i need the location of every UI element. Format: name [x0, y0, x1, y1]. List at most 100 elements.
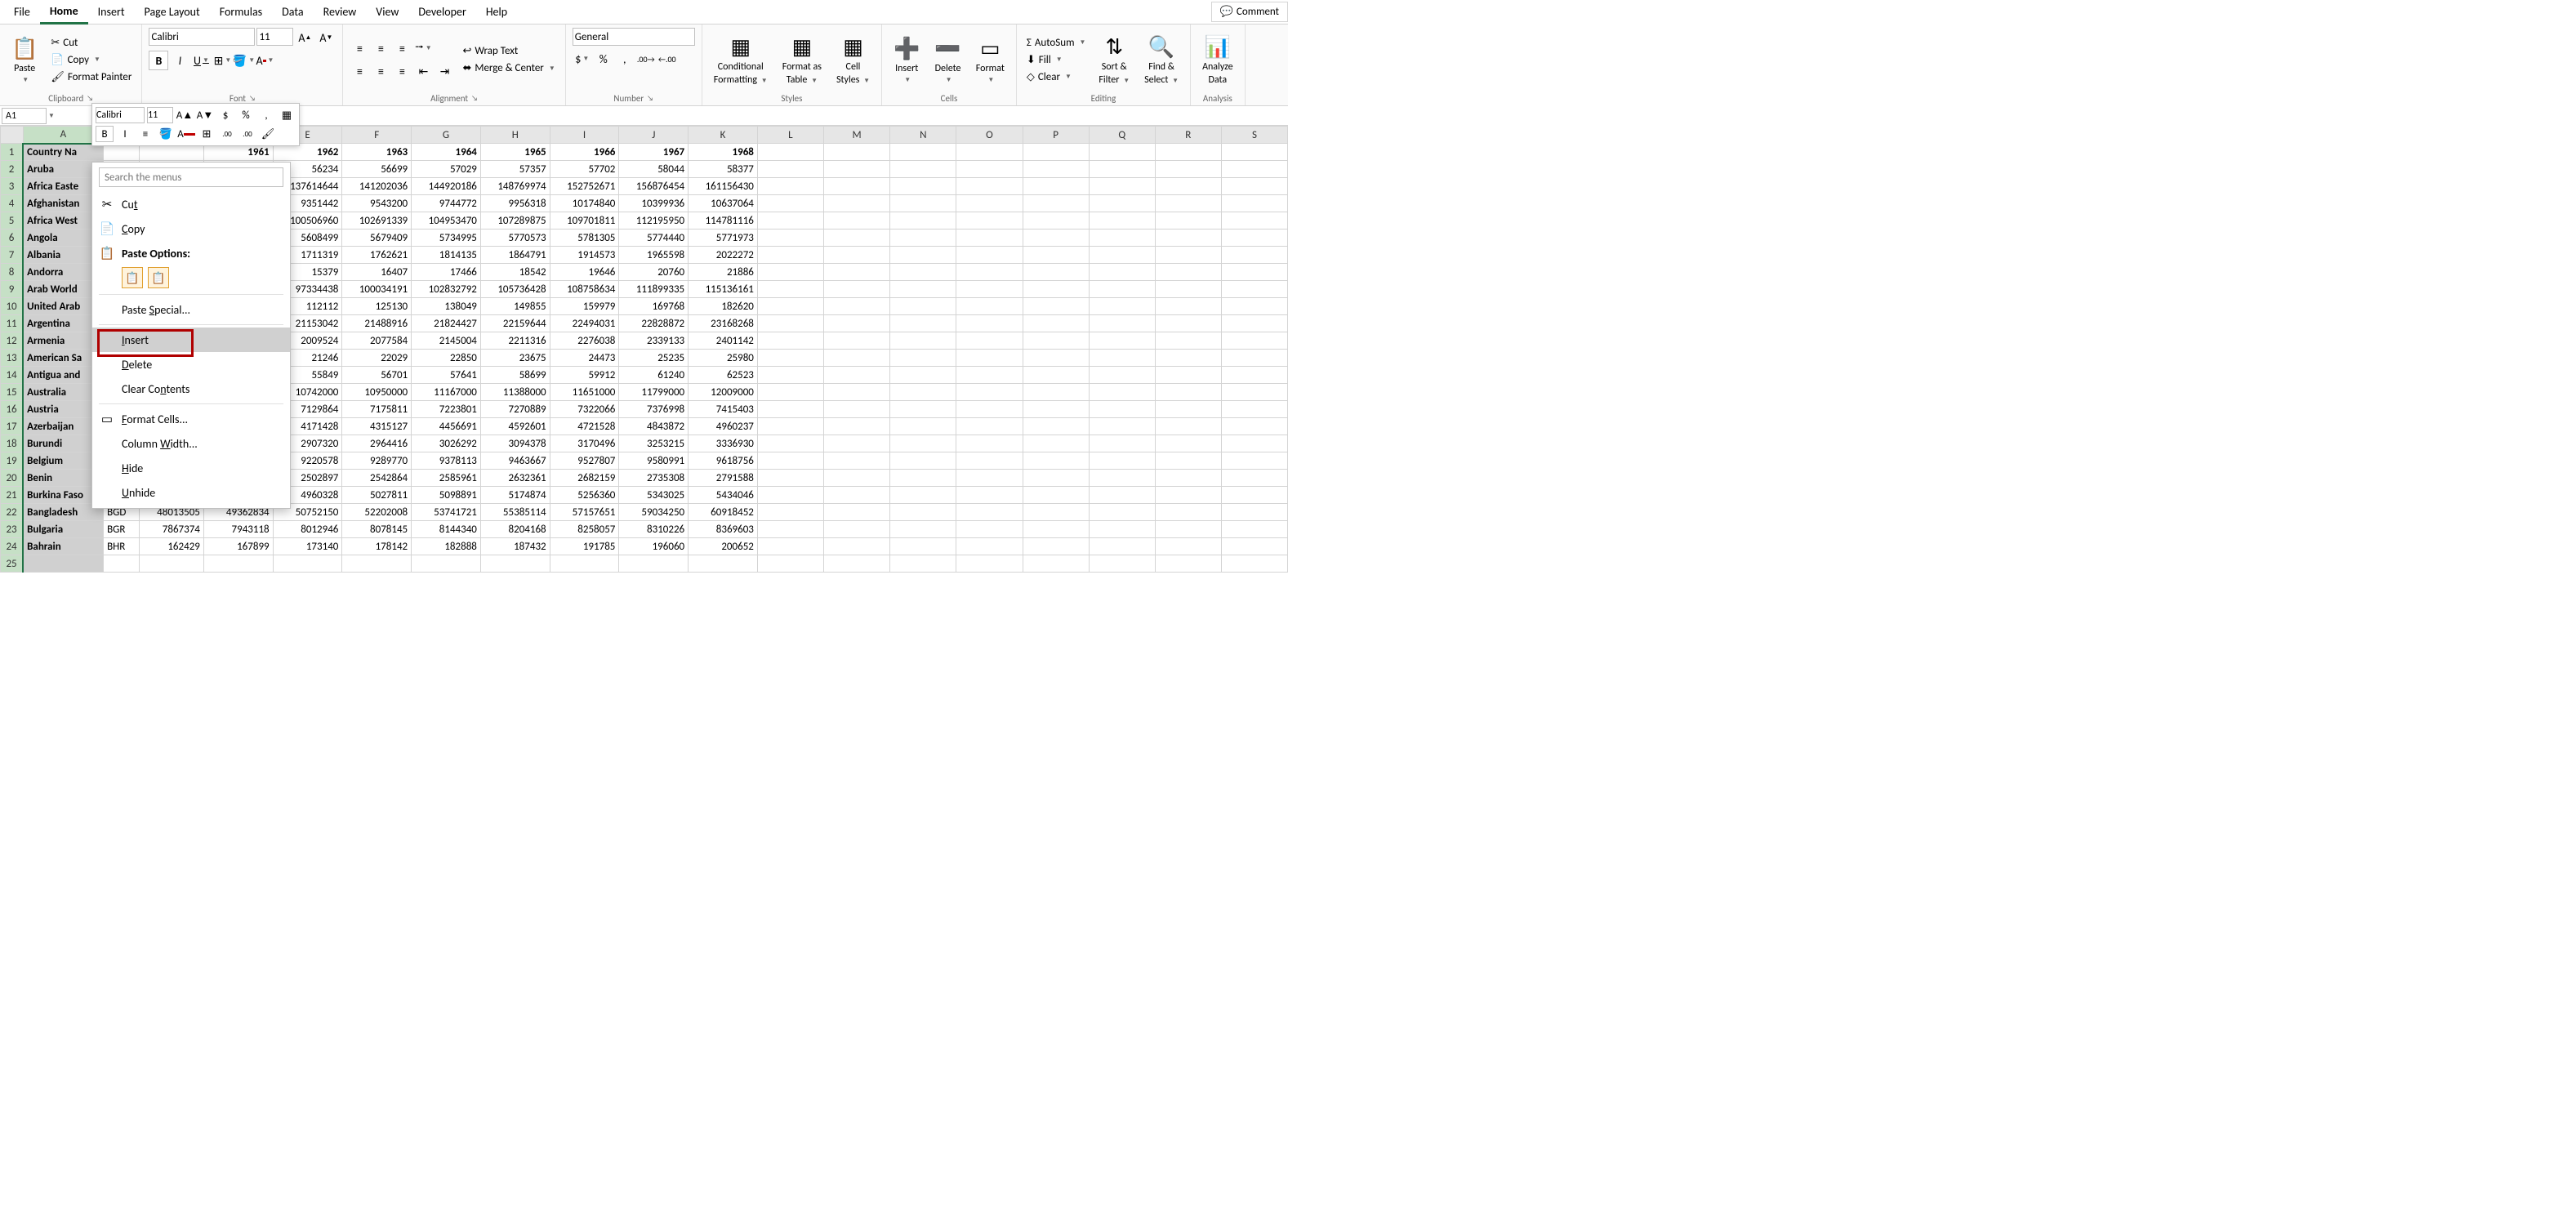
- cell-J20[interactable]: 2735308: [619, 470, 689, 487]
- context-search-input[interactable]: [99, 167, 283, 187]
- cell-R7[interactable]: [1155, 247, 1221, 264]
- cell-H4[interactable]: 9956318: [480, 195, 550, 212]
- cell-M19[interactable]: [823, 452, 889, 470]
- cell-J16[interactable]: 7376998: [619, 401, 689, 418]
- cell-O11[interactable]: [956, 315, 1023, 332]
- cell-P22[interactable]: [1023, 504, 1089, 521]
- cell-A24[interactable]: Bahrain: [23, 538, 103, 555]
- row-header-14[interactable]: 14: [1, 367, 24, 384]
- row-header-12[interactable]: 12: [1, 332, 24, 350]
- cell-I20[interactable]: 2682159: [550, 470, 619, 487]
- ctx-clear-contents[interactable]: Clear Contents: [92, 377, 290, 401]
- align-right-button[interactable]: ≡: [392, 61, 412, 81]
- tab-review[interactable]: Review: [314, 1, 367, 23]
- percent-button[interactable]: %: [594, 49, 613, 69]
- cell-R21[interactable]: [1155, 487, 1221, 504]
- comment-button[interactable]: 💬 Comment: [1211, 2, 1288, 22]
- grow-font-button[interactable]: A▲: [295, 28, 314, 47]
- tab-formulas[interactable]: Formulas: [210, 1, 272, 23]
- clear-button[interactable]: ◇Clear▼: [1023, 69, 1090, 85]
- borders-button[interactable]: ⊞▼: [212, 51, 232, 70]
- copy-button[interactable]: 📄Copy▼: [47, 52, 135, 68]
- cell-L18[interactable]: [757, 435, 823, 452]
- row-header-11[interactable]: 11: [1, 315, 24, 332]
- format-cells-button[interactable]: ▭Format▼: [971, 32, 1009, 87]
- cell-L10[interactable]: [757, 298, 823, 315]
- increase-decimal-button[interactable]: .00→: [636, 49, 656, 69]
- fill-color-button[interactable]: 🪣▼: [234, 51, 253, 70]
- cell-N6[interactable]: [890, 230, 956, 247]
- ctx-copy[interactable]: 📄Copy: [92, 216, 290, 241]
- cell-J10[interactable]: 169768: [619, 298, 689, 315]
- mini-font-color[interactable]: A: [177, 126, 195, 142]
- cell-H10[interactable]: 149855: [480, 298, 550, 315]
- cell-L15[interactable]: [757, 384, 823, 401]
- cell-J7[interactable]: 1965598: [619, 247, 689, 264]
- cell-N24[interactable]: [890, 538, 956, 555]
- cell-Q4[interactable]: [1089, 195, 1155, 212]
- col-header-R[interactable]: R: [1155, 127, 1221, 144]
- col-header-I[interactable]: I: [550, 127, 619, 144]
- cell-P14[interactable]: [1023, 367, 1089, 384]
- increase-indent-button[interactable]: ⇥: [435, 61, 454, 81]
- cell-S20[interactable]: [1221, 470, 1287, 487]
- align-bottom-button[interactable]: ≡: [392, 38, 412, 58]
- row-header-18[interactable]: 18: [1, 435, 24, 452]
- format-as-table-button[interactable]: ▦Format asTable ▼: [778, 30, 827, 89]
- cell-F18[interactable]: 2964416: [342, 435, 412, 452]
- row-header-7[interactable]: 7: [1, 247, 24, 264]
- cell-P19[interactable]: [1023, 452, 1089, 470]
- cell-P16[interactable]: [1023, 401, 1089, 418]
- cell-S16[interactable]: [1221, 401, 1287, 418]
- cell-N10[interactable]: [890, 298, 956, 315]
- cell-D25[interactable]: [203, 555, 273, 573]
- cell-O20[interactable]: [956, 470, 1023, 487]
- cell-J25[interactable]: [619, 555, 689, 573]
- cell-L14[interactable]: [757, 367, 823, 384]
- cell-N17[interactable]: [890, 418, 956, 435]
- cell-O16[interactable]: [956, 401, 1023, 418]
- cell-R22[interactable]: [1155, 504, 1221, 521]
- cell-D23[interactable]: 7943118: [203, 521, 273, 538]
- underline-button[interactable]: U▼: [191, 51, 211, 70]
- accounting-format-button[interactable]: $▼: [573, 49, 592, 69]
- cell-G16[interactable]: 7223801: [412, 401, 481, 418]
- cell-M10[interactable]: [823, 298, 889, 315]
- cell-J15[interactable]: 11799000: [619, 384, 689, 401]
- cell-S10[interactable]: [1221, 298, 1287, 315]
- mini-font-size[interactable]: [147, 107, 173, 123]
- cell-F14[interactable]: 56701: [342, 367, 412, 384]
- cell-K15[interactable]: 12009000: [689, 384, 758, 401]
- cell-P6[interactable]: [1023, 230, 1089, 247]
- row-header-25[interactable]: 25: [1, 555, 24, 573]
- cell-O12[interactable]: [956, 332, 1023, 350]
- mini-font-name[interactable]: [96, 107, 145, 123]
- cell-R19[interactable]: [1155, 452, 1221, 470]
- cell-M2[interactable]: [823, 161, 889, 178]
- cell-S15[interactable]: [1221, 384, 1287, 401]
- cell-H12[interactable]: 2211316: [480, 332, 550, 350]
- cell-S5[interactable]: [1221, 212, 1287, 230]
- cell-M5[interactable]: [823, 212, 889, 230]
- cell-M18[interactable]: [823, 435, 889, 452]
- cell-L2[interactable]: [757, 161, 823, 178]
- cell-H16[interactable]: 7270889: [480, 401, 550, 418]
- cell-O17[interactable]: [956, 418, 1023, 435]
- cell-Q22[interactable]: [1089, 504, 1155, 521]
- cell-I5[interactable]: 109701811: [550, 212, 619, 230]
- row-header-4[interactable]: 4: [1, 195, 24, 212]
- cell-F6[interactable]: 5679409: [342, 230, 412, 247]
- cell-P10[interactable]: [1023, 298, 1089, 315]
- tab-developer[interactable]: Developer: [408, 1, 475, 23]
- cell-J24[interactable]: 196060: [619, 538, 689, 555]
- cell-J21[interactable]: 5343025: [619, 487, 689, 504]
- cell-L16[interactable]: [757, 401, 823, 418]
- cell-P4[interactable]: [1023, 195, 1089, 212]
- cell-G24[interactable]: 182888: [412, 538, 481, 555]
- cell-J4[interactable]: 10399936: [619, 195, 689, 212]
- cell-K8[interactable]: 21886: [689, 264, 758, 281]
- cell-G1[interactable]: 1964: [412, 144, 481, 161]
- cell-I10[interactable]: 159979: [550, 298, 619, 315]
- cell-G21[interactable]: 5098891: [412, 487, 481, 504]
- col-header-L[interactable]: L: [757, 127, 823, 144]
